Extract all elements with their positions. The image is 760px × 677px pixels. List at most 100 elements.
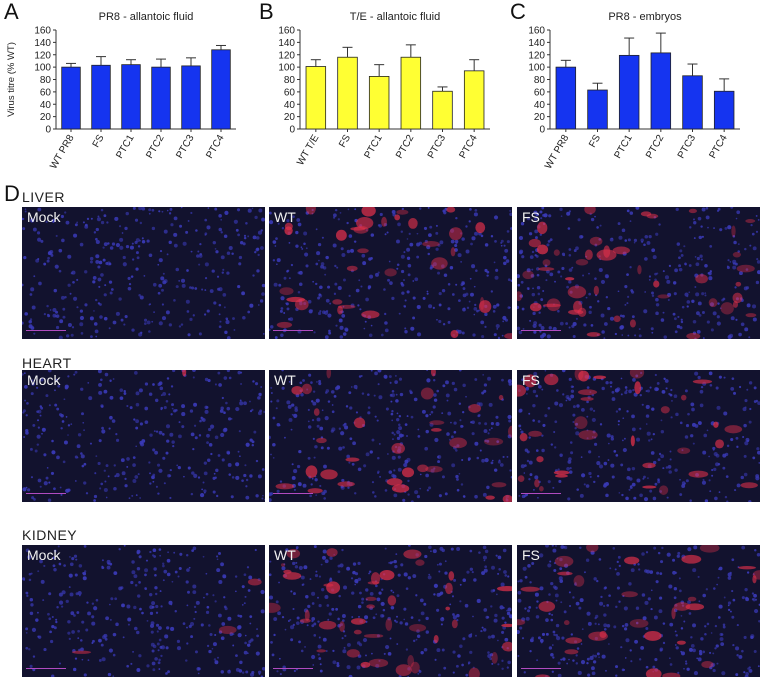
nucleus (146, 320, 151, 325)
nucleus (51, 625, 55, 629)
nucleus (403, 279, 405, 281)
nucleus (358, 643, 363, 647)
nucleus (730, 316, 735, 321)
nucleus (483, 429, 488, 434)
nucleus (470, 633, 473, 636)
nucleus (500, 582, 505, 587)
nucleus (310, 483, 313, 486)
nucleus (462, 578, 467, 582)
stain-patch (386, 478, 403, 486)
nucleus (97, 215, 100, 218)
nucleus (424, 239, 428, 244)
y-tick-label: 120 (278, 50, 295, 61)
bar (211, 49, 231, 130)
nucleus (325, 309, 329, 313)
nucleus (151, 208, 155, 212)
nucleus (76, 306, 79, 309)
nucleus (598, 455, 600, 458)
nucleus (384, 547, 387, 550)
nucleus (387, 652, 392, 656)
nucleus (624, 386, 628, 389)
stain-patch (732, 292, 743, 304)
nucleus (689, 499, 692, 502)
nucleus (575, 317, 578, 320)
nucleus (101, 565, 104, 568)
nucleus (325, 298, 330, 303)
nucleus (275, 600, 279, 604)
nucleus (342, 649, 347, 654)
nucleus (322, 549, 327, 554)
nucleus (327, 313, 332, 318)
stain-patch (720, 302, 734, 315)
x-tick-label: FS (91, 133, 107, 150)
nucleus (401, 283, 405, 287)
nucleus (575, 246, 579, 251)
nucleus (558, 479, 562, 483)
nucleus (118, 586, 123, 591)
nucleus (510, 476, 512, 479)
nucleus (501, 378, 504, 382)
nucleus (338, 427, 342, 430)
nucleus (255, 494, 259, 498)
nucleus (136, 256, 140, 260)
nucleus (340, 623, 343, 627)
nucleus (269, 498, 272, 502)
nucleus (471, 264, 476, 269)
nucleus (87, 659, 90, 662)
nucleus (369, 274, 374, 279)
nucleus (481, 391, 485, 395)
nucleus (186, 310, 190, 313)
nucleus (608, 643, 610, 645)
nucleus (264, 498, 265, 501)
stain-patch (502, 641, 512, 652)
nucleus (469, 277, 472, 280)
nucleus (107, 242, 110, 245)
nucleus (288, 417, 293, 422)
nucleus (354, 492, 357, 495)
nucleus (398, 377, 403, 381)
nucleus (226, 406, 231, 411)
nucleus (377, 271, 380, 274)
nucleus (110, 597, 114, 601)
nucleus (635, 374, 639, 378)
nucleus (649, 489, 653, 493)
nucleus (77, 629, 80, 633)
nucleus (723, 596, 726, 599)
nucleus (593, 436, 597, 439)
nucleus (137, 473, 140, 476)
micrograph-label: FS (522, 209, 540, 225)
nucleus (492, 310, 496, 313)
nucleus (149, 623, 155, 628)
nucleus (737, 250, 741, 253)
nucleus (60, 427, 63, 430)
nucleus (317, 596, 319, 599)
nucleus (292, 215, 295, 218)
nucleus (613, 450, 617, 453)
nucleus (629, 211, 634, 215)
nucleus (518, 235, 524, 240)
nucleus (35, 618, 39, 622)
stain-patch (468, 403, 482, 413)
nucleus (745, 268, 749, 271)
nucleus (101, 657, 106, 662)
nucleus (455, 216, 458, 220)
nucleus (523, 494, 527, 498)
nucleus (537, 636, 541, 640)
nucleus (715, 453, 720, 458)
nucleus (506, 230, 510, 233)
nucleus (152, 668, 156, 672)
nucleus (679, 478, 681, 481)
nucleus (425, 616, 429, 621)
nucleus (437, 460, 441, 464)
nucleus (625, 389, 628, 392)
nucleus (713, 227, 716, 230)
y-tick-label: 40 (284, 100, 296, 111)
nucleus (747, 667, 750, 670)
nucleus (148, 303, 151, 306)
nucleus (185, 230, 189, 234)
nucleus (536, 600, 539, 603)
nucleus (738, 654, 743, 659)
nucleus (382, 608, 386, 612)
nucleus (719, 228, 723, 232)
nucleus (387, 616, 391, 621)
